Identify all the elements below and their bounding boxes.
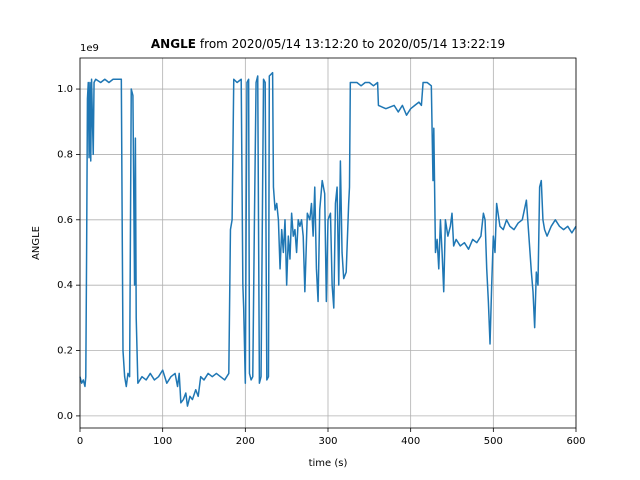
y-tick-label: 0.2 [57,346,73,357]
x-tick-label: 400 [401,436,420,447]
title-rest: from 2020/05/14 13:12:20 to 2020/05/14 1… [200,37,505,51]
plot-frame [79,57,577,429]
x-tick-label: 0 [77,436,83,447]
x-tick-label: 200 [236,436,255,447]
y-tick-label: 0.8 [57,149,73,160]
y-axis-label: ANGLE [31,226,42,260]
y-tick-label: 0.4 [57,280,73,291]
y-tick-label: 0.6 [57,215,73,226]
x-tick-label: 300 [318,436,337,447]
chart-title: ANGLE from 2020/05/14 13:12:20 to 2020/05… [151,37,505,51]
y-tick-label: 1.0 [57,84,73,95]
x-tick-label: 600 [566,436,585,447]
title-bold: ANGLE [151,37,196,51]
x-tick-label: 500 [484,436,503,447]
y-offset-label: 1e9 [80,43,99,54]
y-tick-label: 0.0 [57,411,73,422]
data-line [79,71,577,407]
x-tick-label: 100 [153,436,172,447]
x-axis-label: time (s) [309,458,348,469]
